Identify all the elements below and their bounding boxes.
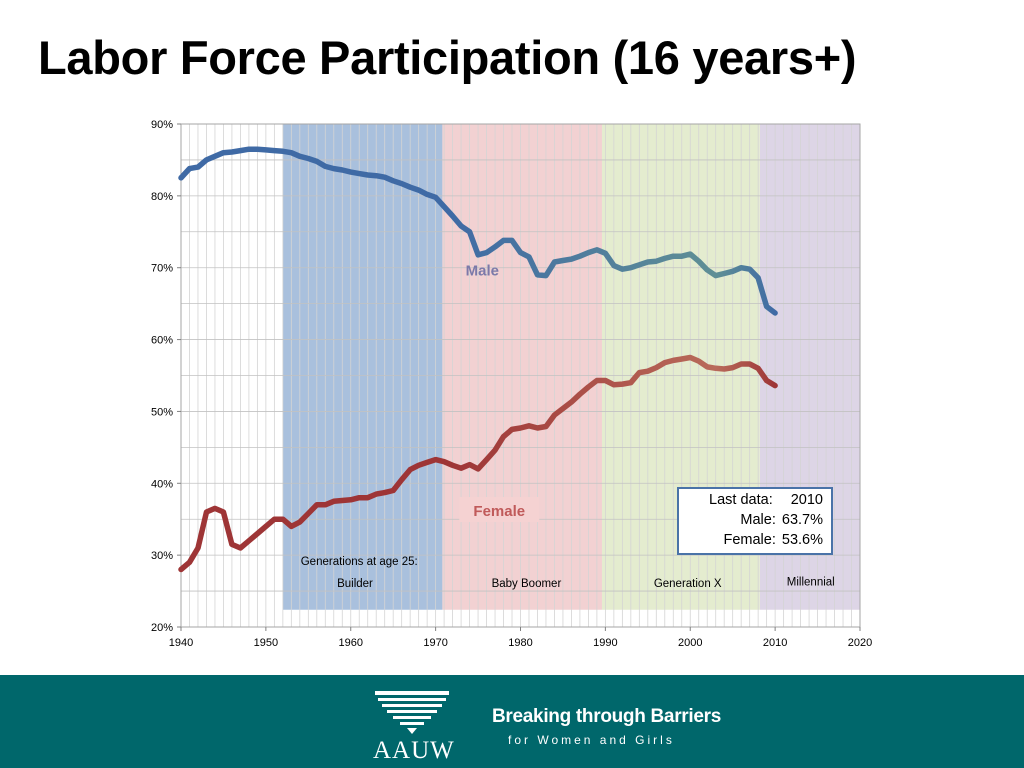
series-label-male: Male	[466, 262, 499, 279]
chart-grid	[180, 123, 861, 628]
annotation-row-male: Male: 63.7%	[740, 512, 823, 528]
aauw-logo-text: AAUW	[373, 737, 455, 764]
y-tick-label: 60%	[151, 335, 173, 347]
annotation-label: Female:	[723, 532, 776, 548]
band-heading: Generations at age 25:	[301, 556, 418, 568]
slide-title: Labor Force Participation (16 years+)	[38, 31, 857, 84]
footer-bar: AAUW Breaking through Barriers for Women…	[0, 675, 1024, 768]
x-tick-label: 1970	[423, 637, 447, 649]
annotation-row-last-data: Last data: 2010	[709, 492, 823, 508]
band-label-builder: Builder	[337, 578, 373, 590]
y-tick-label: 80%	[151, 191, 173, 203]
x-tick-label: 1980	[508, 637, 532, 649]
aauw-wave-logo-icon	[375, 691, 449, 734]
y-tick-label: 20%	[151, 622, 173, 634]
band-label-baby-boomer: Baby Boomer	[492, 578, 562, 590]
band-label-generation-x: Generation X	[654, 578, 722, 590]
y-tick-label: 30%	[151, 550, 173, 562]
chart-labels: Generations at age 25: Builder Baby Boomer…	[301, 262, 835, 589]
annotation-label: Male:	[740, 512, 776, 528]
annotation-row-female: Female: 53.6%	[723, 532, 823, 548]
tagline-main: Breaking through Barriers	[492, 706, 721, 727]
band-baby-boomer	[442, 124, 602, 610]
x-tick-label: 1990	[593, 637, 617, 649]
annotation-value: 63.7%	[781, 512, 823, 528]
series-label-background	[459, 497, 540, 523]
annotation-value: 53.6%	[781, 532, 823, 548]
series-label-female: Female	[473, 503, 525, 520]
chart-series	[178, 146, 778, 573]
annotation-value: 2010	[790, 492, 823, 508]
chart-axes: 20% 30% 40% 50% 60% 70% 80% 90% 1940 1950 1960 1970…	[151, 119, 872, 649]
line-chart: 20% 30% 40% 50% 60% 70% 80% 90% 1940 1950 1960 1970…	[151, 119, 872, 649]
series-line-male	[178, 146, 778, 316]
band-builder	[282, 124, 443, 610]
y-tick-label: 40%	[151, 478, 173, 490]
annotation-label: Last data:	[709, 492, 773, 508]
series-line-female	[178, 354, 778, 573]
last-data-annotation: Last data: 2010 Male: 63.7% Female: 53.6%	[677, 487, 833, 555]
y-tick-label: 90%	[151, 119, 173, 131]
x-tick-label: 1950	[254, 637, 278, 649]
x-tick-label: 2020	[848, 637, 872, 649]
x-tick-label: 1960	[339, 637, 363, 649]
x-tick-label: 2010	[763, 637, 787, 649]
tagline-sub: for Women and Girls	[508, 733, 675, 747]
x-tick-label: 2000	[678, 637, 702, 649]
y-tick-label: 70%	[151, 263, 173, 275]
x-tick-label: 1940	[169, 637, 193, 649]
band-label-millennial: Millennial	[787, 576, 835, 588]
y-tick-label: 50%	[151, 406, 173, 418]
